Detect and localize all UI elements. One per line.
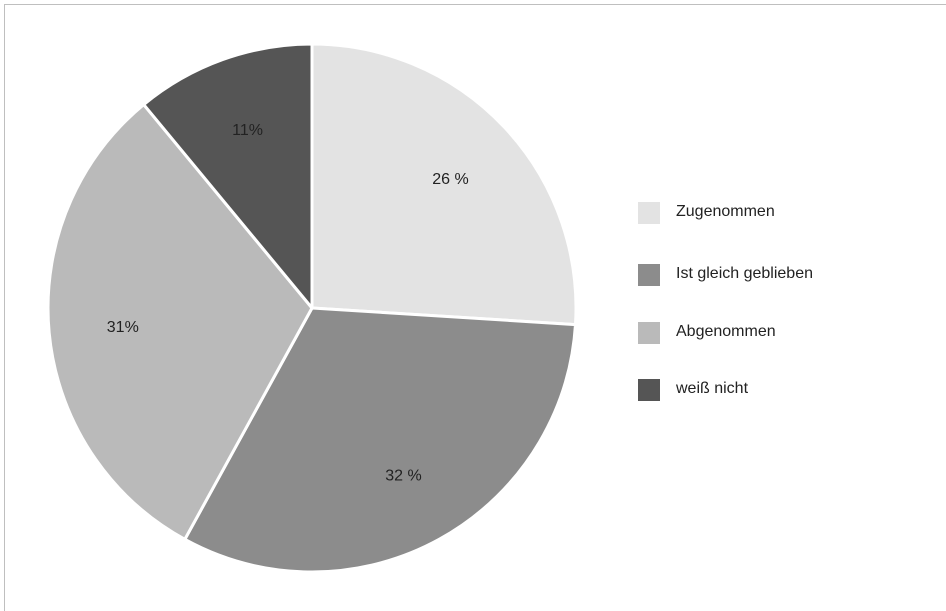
- legend-swatch-weiss-nicht: [638, 379, 660, 401]
- pie-slice-weiss-nicht: [142, 42, 314, 310]
- legend-swatch-abgenommen: [638, 322, 660, 344]
- legend-label-ist-gleich-geblieben: Ist gleich geblieben: [676, 265, 813, 282]
- pie-slice-zugenommen: [310, 42, 578, 327]
- legend-label-weiss-nicht: weiß nicht: [676, 380, 749, 397]
- chart-frame: [4, 4, 946, 611]
- legend-swatch-zugenommen: [638, 202, 660, 224]
- legend-item-ist-gleich-geblieben: Ist gleich geblieben: [638, 262, 898, 286]
- slice-label-zugenommen: 26 %: [432, 171, 468, 188]
- legend-label-abgenommen: Abgenommen: [676, 323, 776, 340]
- pie-slice-abgenommen: [46, 103, 314, 541]
- slice-label-weiss-nicht: 11%: [232, 122, 263, 139]
- pie-slice-ist-gleich-geblieben: [183, 306, 577, 574]
- legend-item-zugenommen: Zugenommen: [638, 200, 898, 224]
- slice-label-ist-gleich-geblieben: 32 %: [385, 468, 421, 485]
- legend-swatch-ist-gleich-geblieben: [638, 264, 660, 286]
- legend-item-abgenommen: Abgenommen: [638, 320, 898, 344]
- legend-item-weiss-nicht: weiß nicht: [638, 377, 898, 401]
- legend-label-zugenommen: Zugenommen: [676, 203, 775, 220]
- slice-label-abgenommen: 31%: [107, 319, 139, 336]
